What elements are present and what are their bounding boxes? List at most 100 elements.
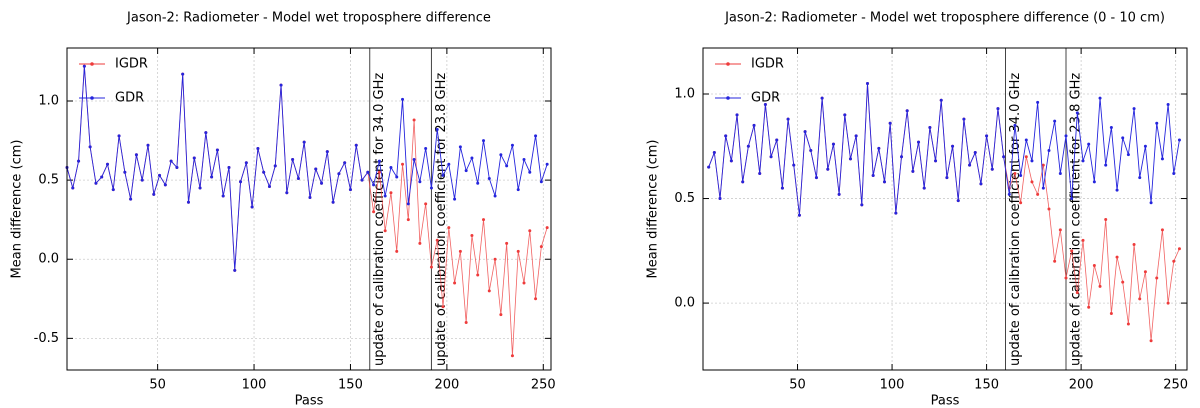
data-point xyxy=(1172,259,1176,263)
data-point xyxy=(718,197,722,201)
x-axis-label: Pass xyxy=(931,394,960,408)
data-point xyxy=(951,144,955,148)
data-point xyxy=(797,213,801,217)
data-point xyxy=(1172,171,1176,175)
series-line xyxy=(708,83,1180,216)
data-point xyxy=(163,183,167,187)
calibration-annotation: update of calibration coefficient for 23… xyxy=(434,73,449,366)
legend-label: IGDR xyxy=(115,57,148,72)
data-point xyxy=(792,163,796,167)
data-point xyxy=(905,109,909,113)
data-point xyxy=(354,143,358,147)
data-point xyxy=(758,171,762,175)
data-point xyxy=(198,186,202,190)
data-point xyxy=(441,305,445,309)
data-point xyxy=(401,97,405,101)
data-point xyxy=(134,153,138,157)
data-point xyxy=(314,167,318,171)
data-point xyxy=(522,281,526,285)
data-point xyxy=(883,180,886,184)
data-point xyxy=(522,158,526,162)
data-point xyxy=(510,143,514,147)
calibration-annotation: update of calibration coefficient for 34… xyxy=(372,73,387,366)
data-point xyxy=(100,175,104,179)
y-axis-label: Mean difference (cm) xyxy=(646,140,661,279)
data-point xyxy=(1024,155,1028,159)
data-point xyxy=(140,178,144,182)
data-point xyxy=(1109,312,1113,316)
data-point xyxy=(418,180,422,184)
data-point xyxy=(1036,192,1040,196)
data-point xyxy=(372,183,376,187)
data-point xyxy=(1121,136,1125,140)
data-point xyxy=(1030,159,1034,163)
chart-panel: Jason-2: Radiometer - Model wet troposph… xyxy=(10,11,556,408)
data-point xyxy=(267,184,271,188)
y-tick-label: 0.0 xyxy=(674,296,695,311)
x-tick-label: 100 xyxy=(880,378,905,393)
data-point xyxy=(406,202,410,206)
y-tick-label: -0.5 xyxy=(34,331,59,346)
data-point xyxy=(865,82,869,86)
data-point xyxy=(1081,238,1085,242)
y-tick-label: 0.5 xyxy=(38,173,59,188)
data-point xyxy=(1160,157,1164,161)
legend-swatch xyxy=(726,62,730,66)
data-point xyxy=(146,143,150,147)
data-point xyxy=(516,188,520,192)
data-point xyxy=(934,159,938,163)
data-point xyxy=(1053,259,1057,263)
data-point xyxy=(534,297,538,301)
data-point xyxy=(499,153,503,157)
chart-title: Jason-2: Radiometer - Model wet troposph… xyxy=(126,11,491,26)
data-point xyxy=(516,249,520,253)
data-point xyxy=(291,158,295,162)
data-point xyxy=(337,172,341,176)
data-point xyxy=(911,169,915,173)
data-point xyxy=(221,194,225,198)
data-point xyxy=(814,176,818,180)
data-point xyxy=(482,218,486,222)
data-point xyxy=(244,161,248,165)
data-point xyxy=(928,125,932,129)
data-point xyxy=(366,170,370,174)
y-tick-label: 1.0 xyxy=(38,94,59,109)
data-point xyxy=(348,188,352,192)
data-point xyxy=(1024,138,1028,142)
data-point xyxy=(389,165,393,169)
data-point xyxy=(256,146,260,150)
data-point xyxy=(1013,171,1017,175)
data-point xyxy=(922,186,926,190)
data-point xyxy=(1143,270,1147,274)
data-point xyxy=(476,273,480,277)
data-point xyxy=(962,117,966,121)
data-point xyxy=(510,354,514,358)
data-point xyxy=(1160,228,1164,232)
data-point xyxy=(1155,276,1159,280)
data-point xyxy=(1070,197,1074,201)
data-point xyxy=(1007,192,1011,196)
data-point xyxy=(1087,305,1091,309)
data-point xyxy=(273,164,277,168)
data-point xyxy=(1092,263,1096,267)
data-point xyxy=(894,211,898,215)
data-point xyxy=(1098,96,1102,100)
data-point xyxy=(1138,297,1142,301)
data-point xyxy=(1132,107,1136,111)
data-point xyxy=(372,210,376,214)
series-line xyxy=(66,66,548,271)
data-point xyxy=(1149,201,1153,205)
data-point xyxy=(1166,301,1170,305)
data-point xyxy=(117,134,121,138)
data-point xyxy=(389,191,393,195)
data-point xyxy=(429,265,433,269)
data-point xyxy=(1166,102,1170,106)
data-point xyxy=(888,121,892,125)
data-point xyxy=(401,162,405,166)
chart-panel: Jason-2: Radiometer - Model wet troposph… xyxy=(646,11,1189,408)
calibration-annotation: update of calibration coefficient for 23… xyxy=(1069,73,1084,366)
data-point xyxy=(210,175,214,179)
data-point xyxy=(418,241,422,245)
data-point xyxy=(1047,148,1051,152)
data-point xyxy=(1092,180,1096,184)
